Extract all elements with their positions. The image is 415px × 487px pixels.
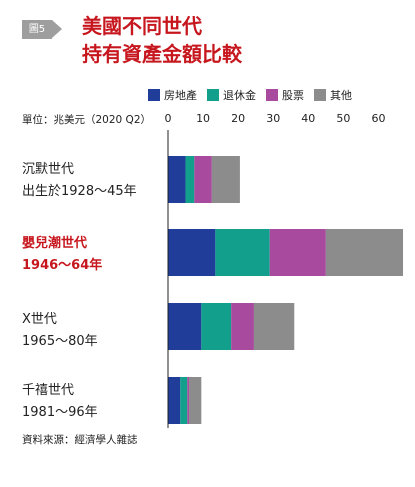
category-label-millennials: 千禧世代 1981～96年 — [22, 380, 98, 424]
legend-swatch-stocks — [266, 89, 278, 101]
category-label-genx-years: 1965～80年 — [22, 334, 98, 349]
legend-item-pension: 退休金 — [207, 87, 256, 103]
chart-title-line-2: 持有資產金額比較 — [82, 42, 242, 66]
figure-badge-arrow — [52, 20, 62, 38]
bars — [168, 156, 404, 424]
legend-item-real-estate: 房地產 — [148, 87, 197, 103]
bar-boomers-other — [325, 229, 404, 276]
bar-boomers-pension — [215, 229, 270, 276]
x-tick-label-10: 10 — [196, 112, 210, 125]
bar-silent-pension — [185, 156, 195, 203]
unit-label: 單位：兆美元（2020 Q2） — [22, 114, 152, 126]
x-tick-label-0: 0 — [165, 112, 172, 125]
chart-title: 美國不同世代 持有資產金額比較 — [82, 12, 242, 68]
x-axis-ticks: 0 10 20 30 40 50 60 — [165, 112, 386, 125]
legend: 房地產 退休金 股票 其他 — [148, 87, 352, 103]
bar-millennials-real-estate — [168, 377, 181, 424]
chart-title-line-1: 美國不同世代 — [82, 14, 202, 38]
x-tick-label-30: 30 — [266, 112, 280, 125]
legend-label-other: 其他 — [330, 89, 352, 102]
x-tick-label-40: 40 — [301, 112, 315, 125]
legend-label-pension: 退休金 — [223, 89, 256, 102]
bar-millennials-stocks — [187, 377, 190, 424]
bar-silent-real-estate — [168, 156, 186, 203]
x-tick-label-20: 20 — [231, 112, 245, 125]
legend-swatch-other — [314, 89, 326, 101]
bar-genx-real-estate — [168, 303, 202, 350]
bar-millennials-pension — [180, 377, 188, 424]
x-tick-label-60: 60 — [371, 112, 385, 125]
bar-genx-pension — [201, 303, 232, 350]
category-label-silent-years: 出生於1928～45年 — [22, 184, 137, 199]
figure-badge: 圖5 — [22, 20, 52, 39]
category-label-millennials-name: 千禧世代 — [22, 383, 75, 398]
bar-silent-other — [211, 156, 240, 203]
legend-swatch-pension — [207, 89, 219, 101]
bar-silent-stocks — [194, 156, 212, 203]
bar-genx-other — [253, 303, 295, 350]
category-label-boomers-name: 嬰兒潮世代 — [22, 236, 88, 251]
category-label-genx: X世代 1965～80年 — [22, 309, 98, 353]
bar-genx-stocks — [231, 303, 254, 350]
category-label-millennials-years: 1981～96年 — [22, 405, 98, 420]
category-label-genx-name: X世代 — [22, 312, 57, 327]
legend-label-real-estate: 房地產 — [164, 89, 197, 102]
legend-item-other: 其他 — [314, 87, 352, 103]
source-note: 資料來源：經濟學人雜誌 — [22, 434, 138, 446]
legend-label-stocks: 股票 — [282, 89, 304, 102]
bar-boomers-real-estate — [168, 229, 216, 276]
legend-item-stocks: 股票 — [266, 87, 304, 103]
category-label-boomers-years: 1946～64年 — [22, 258, 103, 273]
bar-boomers-stocks — [269, 229, 326, 276]
legend-swatch-real-estate — [148, 89, 160, 101]
category-label-silent-name: 沉默世代 — [22, 162, 75, 177]
category-label-boomers: 嬰兒潮世代 1946～64年 — [22, 233, 102, 277]
x-tick-label-50: 50 — [336, 112, 350, 125]
category-label-silent: 沉默世代 出生於1928～45年 — [22, 159, 137, 203]
bar-millennials-other — [189, 377, 202, 424]
